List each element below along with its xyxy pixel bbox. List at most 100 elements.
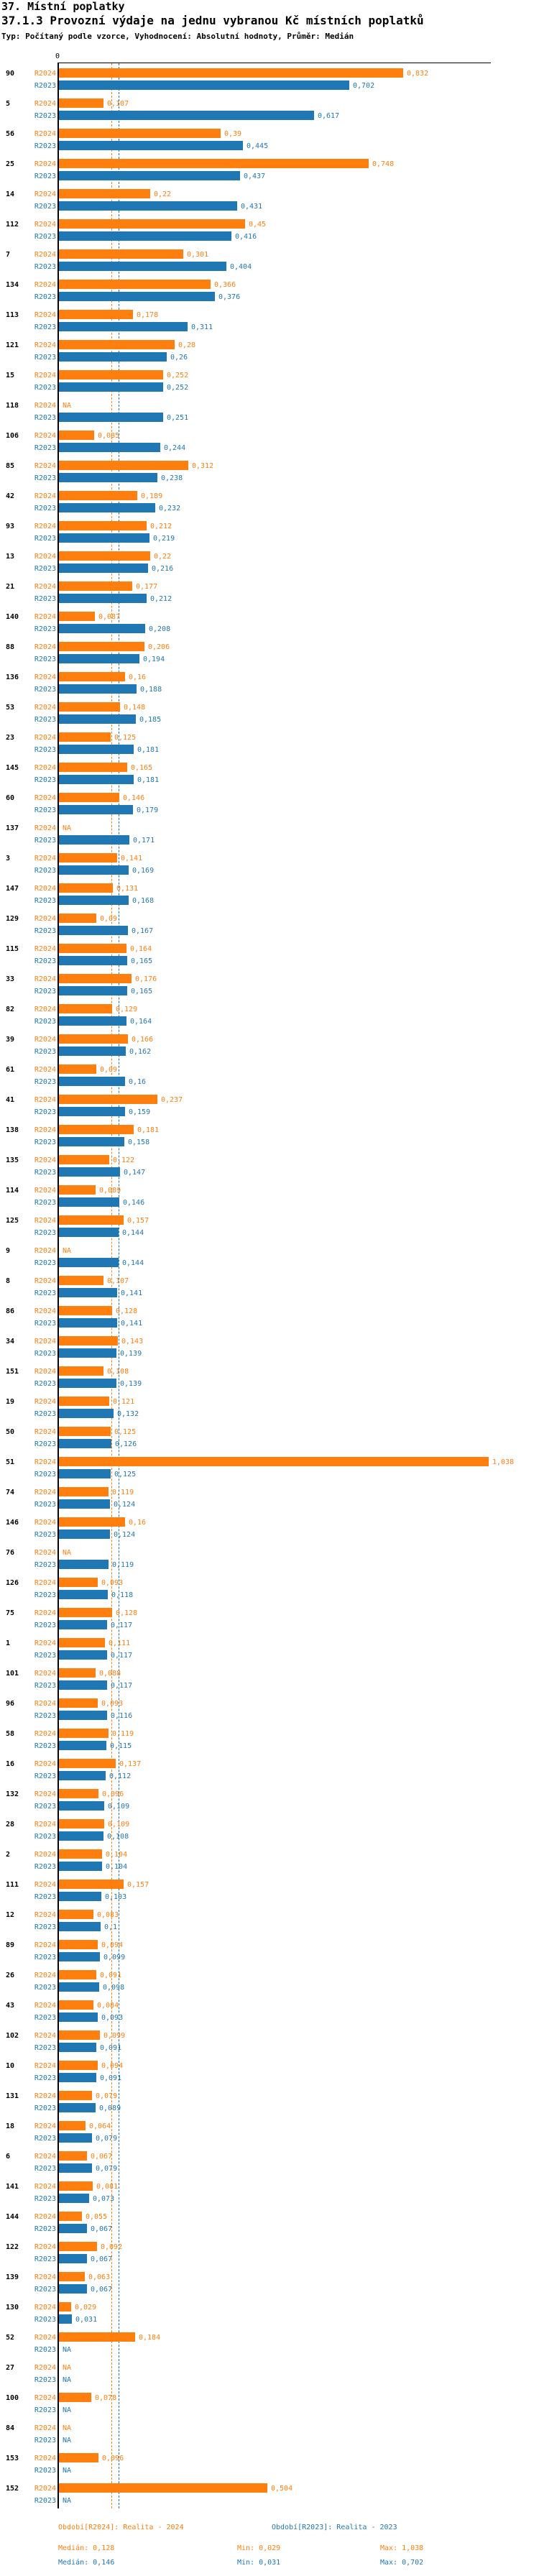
value-label-r2024: 0,119: [112, 1489, 134, 1496]
value-label-r2023: 0,437: [244, 172, 266, 180]
value-label-r2023: NA: [63, 2437, 72, 2444]
bar-r2023: [59, 1952, 100, 1961]
category-label: 3: [6, 855, 11, 862]
chart-row: 50 R2024 0,125 R2023 0,126: [0, 1427, 539, 1457]
bar-r2024: [59, 702, 120, 712]
bar-r2023: [59, 1107, 125, 1116]
series-label-r2024: R2024: [34, 643, 56, 651]
value-label-r2024: 0,067: [91, 2153, 113, 2161]
value-label-r2024: 0,22: [154, 190, 172, 198]
value-label-r2023: 0,702: [353, 82, 375, 90]
bar-r2023: [59, 624, 145, 633]
series-label-r2023: R2023: [34, 323, 56, 331]
category-label: 50: [6, 1428, 15, 1436]
bar-r2024: [59, 1729, 109, 1738]
value-label-r2024: NA: [63, 402, 72, 410]
series-label-r2024: R2024: [34, 1398, 56, 1406]
bar-r2023: [59, 1409, 114, 1418]
chart-row: 84 R2024 NA R2023 NA: [0, 2423, 539, 2453]
chart-row: 86 R2024 0,128 R2023 0,141: [0, 1306, 539, 1336]
category-label: 96: [6, 1700, 15, 1708]
bar-r2023: [59, 2163, 92, 2173]
series-label-r2023: R2023: [34, 1923, 56, 1931]
value-label-r2023: 0,311: [191, 323, 213, 331]
category-label: 141: [6, 2183, 19, 2191]
bar-r2023: [59, 171, 240, 180]
chart-row: 153 R2024 0,096 R2023 NA: [0, 2453, 539, 2483]
chart-row: 146 R2024 0,16 R2023 0,124: [0, 1517, 539, 1547]
category-label: 144: [6, 2213, 19, 2221]
bar-r2023: [59, 1831, 103, 1841]
chart-row: 85 R2024 0,312 R2023 0,238: [0, 461, 539, 491]
bar-r2023: [59, 503, 155, 512]
category-label: 114: [6, 1187, 19, 1195]
series-label-r2024: R2024: [34, 583, 56, 591]
category-label: 27: [6, 2364, 15, 2372]
bar-r2023: [59, 2194, 89, 2203]
bar-r2024: [59, 1457, 489, 1466]
bar-r2023: [59, 805, 133, 814]
bar-r2023: [59, 352, 167, 362]
bar-r2024: [59, 1638, 105, 1647]
series-label-r2024: R2024: [34, 945, 56, 953]
series-label-r2023: R2023: [34, 2316, 56, 2324]
value-label-r2023: NA: [63, 2376, 72, 2384]
stat-median-r2024: Medián: 0,128: [58, 2544, 115, 2552]
category-label: 140: [6, 613, 19, 621]
chart-row: 56 R2024 0,39 R2023 0,445: [0, 129, 539, 159]
chart-row: 13 R2024 0,22 R2023 0,216: [0, 551, 539, 581]
category-label: 23: [6, 734, 15, 742]
bar-r2024: [59, 1095, 157, 1104]
chart-row: 101 R2024 0,088 R2023 0,117: [0, 1668, 539, 1698]
series-label-r2023: R2023: [34, 2406, 56, 2414]
chart-row: 26 R2024 0,091 R2023 0,098: [0, 1970, 539, 2000]
category-label: 146: [6, 1519, 19, 1527]
series-label-r2023: R2023: [34, 2225, 56, 2233]
bar-r2024: [59, 249, 183, 259]
category-label: 85: [6, 462, 15, 470]
category-label: 115: [6, 945, 19, 953]
category-label: 53: [6, 704, 15, 712]
series-label-r2024: R2024: [34, 885, 56, 893]
bar-r2024: [59, 732, 111, 742]
series-label-r2024: R2024: [34, 160, 56, 168]
chart-row: 25 R2024 0,748 R2023 0,437: [0, 159, 539, 189]
bar-r2024: [59, 2393, 91, 2402]
y-axis-line: [57, 63, 59, 2508]
bar-r2023: [59, 2043, 96, 2052]
bar-r2023: [59, 1801, 104, 1811]
bar-r2023: [59, 292, 215, 301]
chart-row: 10 R2024 0,094 R2023 0,091: [0, 2061, 539, 2091]
bar-r2024: [59, 1155, 109, 1164]
bar-r2024: [59, 2151, 87, 2161]
category-label: 6: [6, 2153, 11, 2161]
value-label-r2024: 0,104: [106, 1851, 128, 1859]
series-label-r2024: R2024: [34, 2183, 56, 2191]
value-label-r2024: NA: [63, 1549, 72, 1557]
category-label: 84: [6, 2424, 15, 2432]
series-label-r2023: R2023: [34, 1259, 56, 1267]
chart-row: 115 R2024 0,164 R2023 0,165: [0, 944, 539, 974]
category-label: 100: [6, 2394, 19, 2402]
category-label: 137: [6, 824, 19, 832]
category-label: 43: [6, 2002, 15, 2010]
bar-r2024: [59, 853, 117, 862]
series-label-r2024: R2024: [34, 2304, 56, 2312]
value-label-r2023: NA: [63, 2467, 72, 2475]
series-label-r2023: R2023: [34, 2135, 56, 2143]
value-label-r2023: 0,098: [103, 1984, 125, 1992]
category-label: 118: [6, 402, 19, 410]
bar-r2023: [59, 231, 231, 241]
bar-r2023: [59, 2284, 87, 2294]
chart-row: 3 R2024 0,141 R2023 0,169: [0, 853, 539, 883]
category-label: 26: [6, 1972, 15, 1979]
series-label-r2024: R2024: [34, 1519, 56, 1527]
chart-row: 15 R2024 0,252 R2023 0,252: [0, 370, 539, 400]
value-label-r2023: 0,208: [149, 625, 171, 633]
value-label-r2023: 0,091: [100, 2074, 122, 2082]
series-label-r2023: R2023: [34, 2346, 56, 2354]
bar-r2024: [59, 1698, 98, 1708]
value-label-r2023: 0,165: [131, 957, 153, 965]
series-label-r2023: R2023: [34, 2497, 56, 2505]
value-label-r2024: 0,096: [102, 2455, 124, 2462]
